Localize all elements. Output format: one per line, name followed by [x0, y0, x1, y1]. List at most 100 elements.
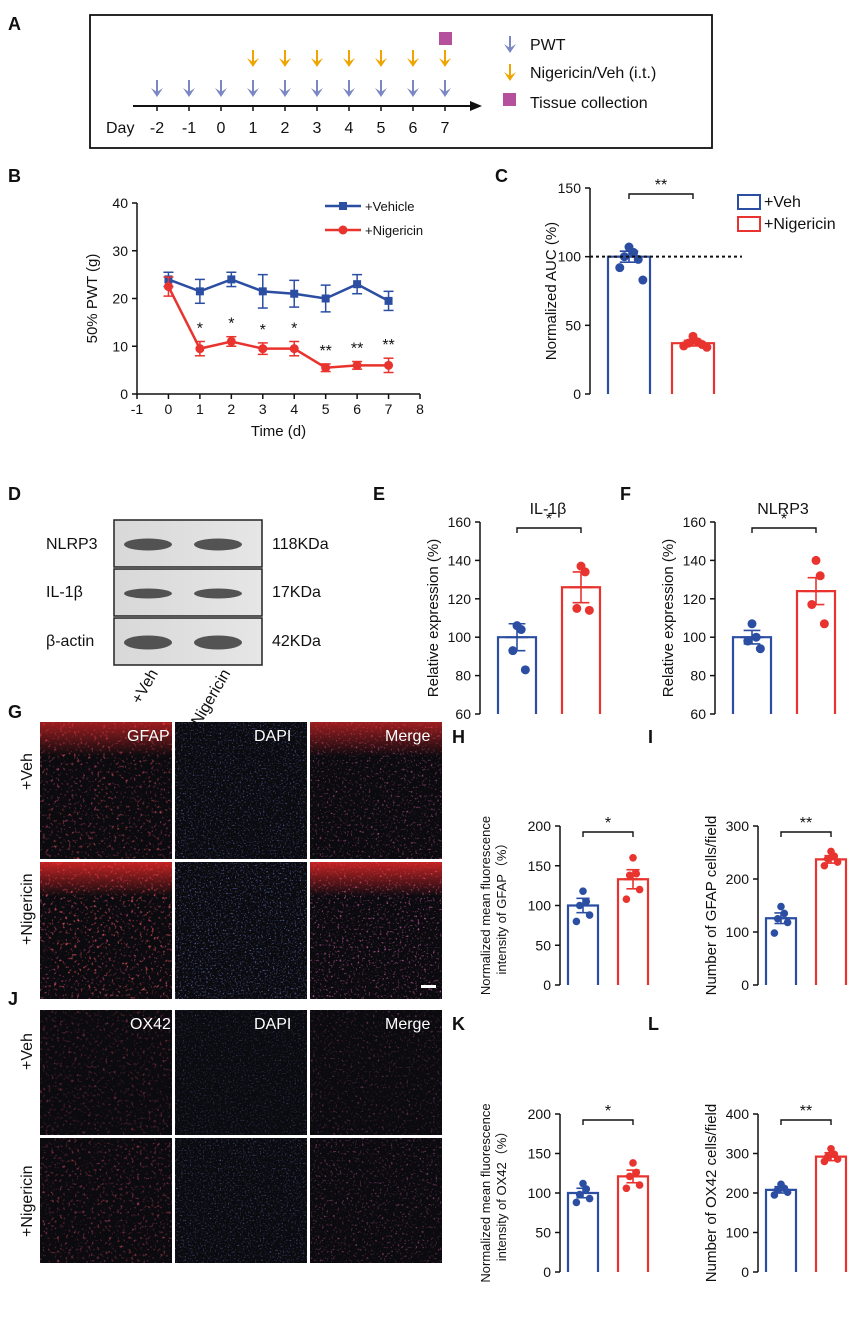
micrograph-signal: [310, 1138, 442, 1263]
panel-label-h: H: [452, 727, 465, 747]
legend-label: +Veh: [764, 194, 801, 211]
micrograph-signal: [175, 1138, 307, 1263]
y-tick-label: 100: [558, 249, 582, 265]
significance-star: **: [655, 177, 667, 194]
significance-bracket: [516, 527, 582, 533]
timeline-day-tick: 0: [217, 120, 226, 137]
pwt-arrow-icon-head: [151, 88, 163, 97]
data-point: [632, 1168, 641, 1177]
micrograph-signal: [310, 1010, 442, 1135]
g-row-label-veh: +Veh: [19, 753, 36, 790]
data-point: [629, 854, 637, 862]
timeline-day-tick: -2: [150, 120, 164, 137]
significance-star: **: [351, 341, 363, 358]
data-point: [508, 646, 518, 656]
g-channel-dapi: DAPI: [254, 728, 291, 745]
legend-label: +Nigericin: [764, 216, 836, 233]
drug-arrow-icon-head: [279, 58, 291, 67]
x-tick-label: 8: [416, 401, 424, 417]
data-point-vehicle: [290, 289, 299, 298]
chart-h-gfap-intensity: 0 50 100 150 200 Normalized mean fluorescence…: [478, 815, 650, 995]
y-tick-label: 150: [528, 858, 552, 874]
pwt-arrow-icon-head: [439, 88, 451, 97]
significance-star: *: [546, 511, 552, 528]
data-point: [615, 263, 625, 273]
data-point-nigericin: [258, 344, 268, 354]
y-tick-label: 50: [535, 937, 551, 953]
micrograph-signal: [175, 722, 307, 859]
pwt-arrow-icon-head: [247, 88, 259, 97]
data-point: [625, 1172, 634, 1181]
data-point: [619, 252, 629, 262]
data-point: [780, 909, 789, 918]
series-line-vehicle: [168, 278, 390, 302]
x-axis-label: Time (d): [251, 423, 306, 440]
micrograph-edge: [40, 722, 172, 859]
data-point: [622, 1184, 631, 1193]
micrograph-signal: [175, 1010, 307, 1135]
y-tick-label: 40: [112, 195, 128, 211]
data-point: [833, 1155, 842, 1163]
pwt-arrow-icon-head: [215, 88, 227, 97]
g-row-label-nigericin: +Nigericin: [19, 873, 36, 945]
y-tick-label: 150: [558, 180, 582, 196]
y-tick-label: 0: [741, 1264, 749, 1280]
data-point: [625, 871, 634, 880]
data-point-vehicle: [258, 287, 267, 296]
drug-arrow-icon-head: [407, 58, 419, 67]
y-axis-label: intensity of GFAP（%）: [494, 837, 509, 975]
significance-star: *: [605, 815, 611, 832]
pwt-arrow-icon-head: [407, 88, 419, 97]
legend-marker: [339, 202, 347, 210]
y-tick-label: 100: [528, 898, 552, 914]
chart-k-ox42-intensity: 0 50 100 150 200 Normalized mean fluorescence…: [478, 1103, 650, 1283]
data-point: [572, 603, 582, 613]
pwt-arrow-icon-head: [343, 88, 355, 97]
y-tick-label: 160: [448, 514, 472, 530]
y-tick-label: 0: [543, 1264, 551, 1280]
bar-veh: [731, 636, 773, 714]
legend-pwt: PWT: [530, 37, 566, 54]
data-point-vehicle: [227, 275, 236, 284]
blot-band: [194, 635, 242, 650]
data-point: [807, 600, 817, 610]
panel-label-l: L: [648, 1014, 659, 1034]
g-channel-merge: Merge: [385, 728, 430, 745]
y-tick-label: 80: [455, 668, 471, 684]
data-point: [579, 1179, 587, 1188]
y-axis-label: intensity of OX42（%）: [494, 1125, 509, 1262]
significance-bracket: [582, 831, 634, 837]
y-tick-label: 300: [726, 1146, 750, 1162]
data-point-nigericin: [226, 336, 236, 346]
y-tick-label: 100: [683, 629, 707, 645]
x-tick-label: 4: [290, 401, 298, 417]
pwt-arrow-icon-head: [311, 88, 323, 97]
drug-arrow-icon-head: [375, 58, 387, 67]
data-point: [582, 1185, 591, 1193]
pwt-arrow-icon-head: [183, 88, 195, 97]
significance-bracket: [780, 831, 832, 837]
j-channel-merge: Merge: [385, 1016, 430, 1033]
timeline-day-tick: 6: [409, 120, 418, 137]
data-point: [820, 1157, 829, 1166]
data-point-nigericin: [384, 360, 394, 370]
tissue-square-icon: [503, 93, 516, 106]
data-point: [777, 902, 785, 911]
chart-title: IL-1β: [530, 501, 567, 518]
lane-label-veh: +Veh: [129, 667, 162, 707]
data-point-nigericin: [352, 360, 362, 370]
y-tick-label: 50: [535, 1225, 551, 1241]
significance-star: *: [260, 322, 266, 339]
data-point-vehicle: [353, 280, 362, 289]
data-point: [770, 1191, 779, 1199]
micrograph-signal: [40, 1138, 172, 1263]
y-axis-label: Normalized mean fluorescence: [478, 1103, 493, 1282]
y-tick-label: 100: [726, 924, 750, 940]
drug-arrow-icon-head: [311, 58, 323, 67]
y-axis-label: Normalized AUC (%): [543, 222, 560, 360]
micrograph-grid-ox42: [40, 1010, 442, 1263]
drug-arrow-icon-head: [343, 58, 355, 67]
drug-arrow-icon-head: [439, 58, 451, 67]
legend-pwt-arrow-head: [504, 44, 516, 53]
